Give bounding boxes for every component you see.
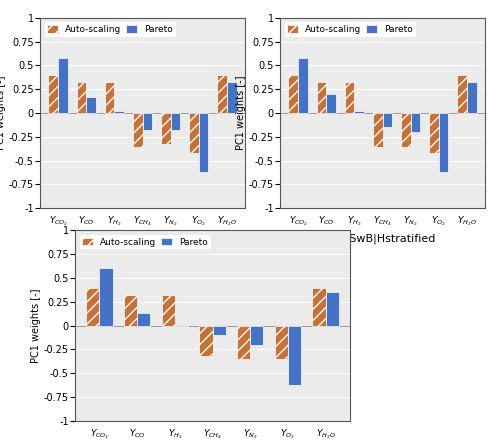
Bar	[429, 113, 438, 153]
Bar	[104, 82, 115, 113]
Legend: Auto-scaling, Pareto: Auto-scaling, Pareto	[284, 22, 416, 37]
Bar	[142, 113, 152, 130]
Bar	[288, 75, 298, 113]
Legend: Auto-scaling, Pareto: Auto-scaling, Pareto	[44, 22, 176, 37]
Bar	[274, 326, 288, 359]
Bar	[100, 268, 112, 326]
Bar	[438, 113, 448, 172]
Bar	[86, 97, 96, 113]
Bar	[124, 295, 137, 326]
Bar	[114, 111, 124, 113]
Y-axis label: PC1 weights [-]: PC1 weights [-]	[31, 288, 41, 363]
Bar	[410, 113, 420, 132]
Bar	[457, 75, 466, 113]
Bar	[217, 75, 226, 113]
Bar	[189, 113, 198, 153]
Bar	[161, 113, 170, 144]
Bar	[237, 326, 250, 359]
Bar	[316, 82, 326, 113]
Bar	[354, 111, 364, 113]
Bar	[58, 58, 68, 113]
Bar	[76, 82, 86, 113]
Bar	[466, 82, 476, 113]
Y-axis label: PC1 weights [-]: PC1 weights [-]	[236, 76, 246, 150]
Bar	[175, 325, 188, 326]
Bar	[312, 288, 326, 326]
X-axis label: (b) SwB|Hstratified: (b) SwB|Hstratified	[330, 233, 435, 244]
Bar	[344, 82, 354, 113]
Bar	[162, 295, 175, 326]
X-axis label: (a) SwB|all: (a) SwB|all	[112, 233, 172, 244]
Bar	[382, 113, 392, 127]
Bar	[132, 113, 142, 147]
Bar	[200, 326, 212, 356]
Legend: Auto-scaling, Pareto: Auto-scaling, Pareto	[80, 235, 210, 249]
Bar	[212, 326, 226, 335]
Bar	[326, 94, 336, 113]
Bar	[372, 113, 382, 147]
Bar	[226, 82, 236, 113]
Bar	[170, 113, 180, 130]
Bar	[137, 313, 150, 326]
Bar	[298, 58, 308, 113]
Bar	[250, 326, 264, 345]
Y-axis label: PC1 weights [-]: PC1 weights [-]	[0, 76, 6, 150]
Bar	[198, 113, 208, 172]
Bar	[401, 113, 410, 147]
Bar	[326, 292, 338, 326]
Bar	[48, 75, 58, 113]
Bar	[86, 288, 100, 326]
Bar	[288, 326, 301, 385]
